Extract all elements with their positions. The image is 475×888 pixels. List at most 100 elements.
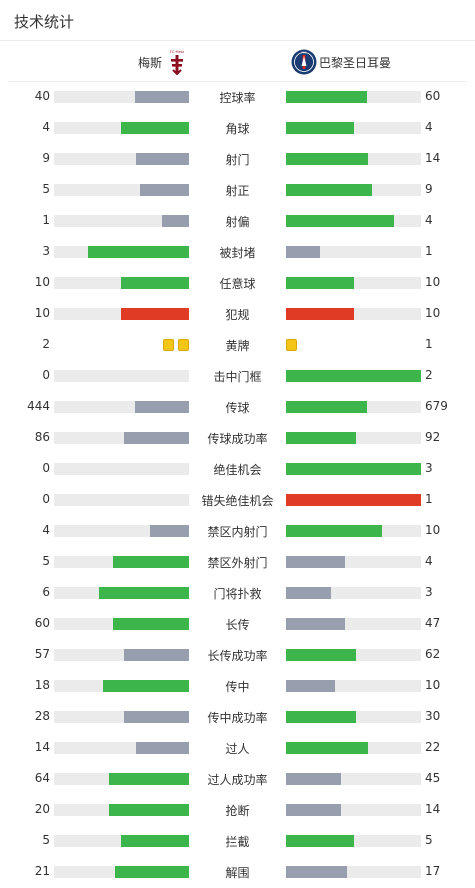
- stat-row: 40 控球率 60: [0, 81, 475, 112]
- home-stat-value: 5: [42, 833, 50, 847]
- stat-label: 击中门框: [213, 370, 262, 384]
- away-stat-bar-fill: [286, 91, 367, 103]
- home-stat-value: 3: [42, 244, 50, 258]
- stat-row: 10 犯规 10: [0, 298, 475, 329]
- away-stat-bar-track: [286, 246, 421, 258]
- home-stat-value: 1: [42, 213, 50, 227]
- away-stat-bar-fill: [286, 215, 394, 227]
- away-stat-value: 4: [425, 120, 433, 134]
- home-stat-value: 40: [34, 89, 50, 103]
- away-stat-bar-fill: [286, 742, 368, 754]
- home-stat-bar-track: [54, 463, 189, 475]
- stat-label: 禁区外射门: [207, 556, 268, 570]
- home-stat-bar-track: [54, 649, 189, 661]
- away-stat-value: 92: [425, 430, 441, 444]
- home-stat-bar-fill: [121, 122, 189, 134]
- stat-label: 过人: [225, 742, 250, 756]
- home-stat-bar-fill: [103, 680, 189, 692]
- away-stat-bar-fill: [286, 680, 335, 692]
- stat-row: 18 传中 10: [0, 670, 475, 701]
- stat-row: 4 禁区内射门 10: [0, 515, 475, 546]
- away-stat-bar-fill: [286, 432, 356, 444]
- home-stat-bar-fill: [124, 711, 189, 723]
- away-stat-bar-fill: [286, 494, 421, 506]
- home-stat-value: 5: [42, 554, 50, 568]
- home-stat-bar-track: [54, 308, 189, 320]
- stat-row: 64 过人成功率 45: [0, 763, 475, 794]
- home-stat-bar-track: [54, 618, 189, 630]
- stat-label: 犯规: [225, 308, 250, 322]
- away-stat-bar-track: [286, 215, 421, 227]
- yellow-card-icon: [163, 339, 174, 351]
- away-stat-value: 9: [425, 182, 433, 196]
- home-stat-bar-fill: [124, 649, 189, 661]
- stat-row: 444 传球 679: [0, 391, 475, 422]
- home-stat-value: 18: [34, 678, 50, 692]
- yellow-card-icon: [286, 339, 297, 351]
- away-stat-value: 22: [425, 740, 441, 754]
- away-logo-text: PSG: [301, 50, 306, 54]
- home-stat-value: 10: [34, 306, 50, 320]
- away-stat-value: 62: [425, 647, 441, 661]
- home-stat-bar-fill: [115, 866, 189, 878]
- stat-label: 绝佳机会: [213, 463, 262, 477]
- stat-label: 长传成功率: [207, 649, 268, 663]
- home-stat-bar-track: [54, 494, 189, 506]
- home-stat-bar-track: [54, 215, 189, 227]
- away-stat-value: 14: [425, 802, 441, 816]
- home-stat-bar-track: [54, 835, 189, 847]
- away-stat-bar-track: [286, 184, 421, 196]
- stat-label: 长传: [225, 618, 250, 632]
- away-stat-bar-fill: [286, 153, 368, 165]
- away-stat-value: 4: [425, 554, 433, 568]
- away-stat-value: 1: [425, 492, 433, 506]
- away-stat-bar-fill: [286, 587, 331, 599]
- home-stat-bar-fill: [121, 277, 189, 289]
- away-stat-value: 10: [425, 523, 441, 537]
- stat-row: 14 过人 22: [0, 732, 475, 763]
- away-stat-bar-fill: [286, 618, 345, 630]
- stat-label: 传球: [225, 401, 250, 415]
- away-stat-bar-fill: [286, 401, 367, 413]
- away-stat-bar-track: [286, 401, 421, 413]
- home-stat-bar-fill: [99, 587, 189, 599]
- home-stat-value: 4: [42, 120, 50, 134]
- home-stat-value: 6: [42, 585, 50, 599]
- home-stat-bar-fill: [135, 91, 189, 103]
- stat-row: 5 拦截 5: [0, 825, 475, 856]
- away-stat-value: 679: [425, 399, 448, 413]
- home-stat-bar-track: [54, 91, 189, 103]
- stat-row: 21 解围 17: [0, 856, 475, 887]
- away-stat-bar-track: [286, 91, 421, 103]
- home-stat-value: 86: [34, 430, 50, 444]
- away-stat-bar-fill: [286, 246, 320, 258]
- away-stat-bar-track: [286, 680, 421, 692]
- stat-row: 3 被封堵 1: [0, 236, 475, 267]
- home-stat-value: 0: [42, 368, 50, 382]
- away-stat-bar-track: [286, 463, 421, 475]
- home-stat-bar-fill: [113, 556, 189, 568]
- away-stat-bar-track: [286, 742, 421, 754]
- home-stat-bar-track: [54, 711, 189, 723]
- stat-row: 0 击中门框 2: [0, 360, 475, 391]
- away-stat-value: 45: [425, 771, 441, 785]
- home-stat-bar-track: [54, 680, 189, 692]
- away-stat-bar-track: [286, 494, 421, 506]
- stat-label: 错失绝佳机会: [201, 494, 274, 508]
- home-stat-value: 4: [42, 523, 50, 537]
- page-header: 技术统计: [0, 0, 475, 40]
- stat-label: 解围: [225, 866, 250, 880]
- away-stat-bar-fill: [286, 277, 354, 289]
- away-stat-value: 3: [425, 585, 433, 599]
- away-stat-bar-fill: [286, 556, 345, 568]
- page-title: 技术统计: [14, 13, 75, 31]
- stat-label: 黄牌: [225, 339, 250, 353]
- stat-label: 角球: [225, 122, 250, 136]
- stat-label: 射偏: [225, 215, 250, 229]
- away-stat-bar-track: [286, 649, 421, 661]
- away-stat-bar-track: [286, 432, 421, 444]
- home-team-name: 梅斯: [137, 56, 162, 70]
- home-team-logo-icon: FC Metz: [170, 50, 184, 75]
- away-stat-value: 2: [425, 368, 433, 382]
- away-stat-value: 1: [425, 337, 433, 351]
